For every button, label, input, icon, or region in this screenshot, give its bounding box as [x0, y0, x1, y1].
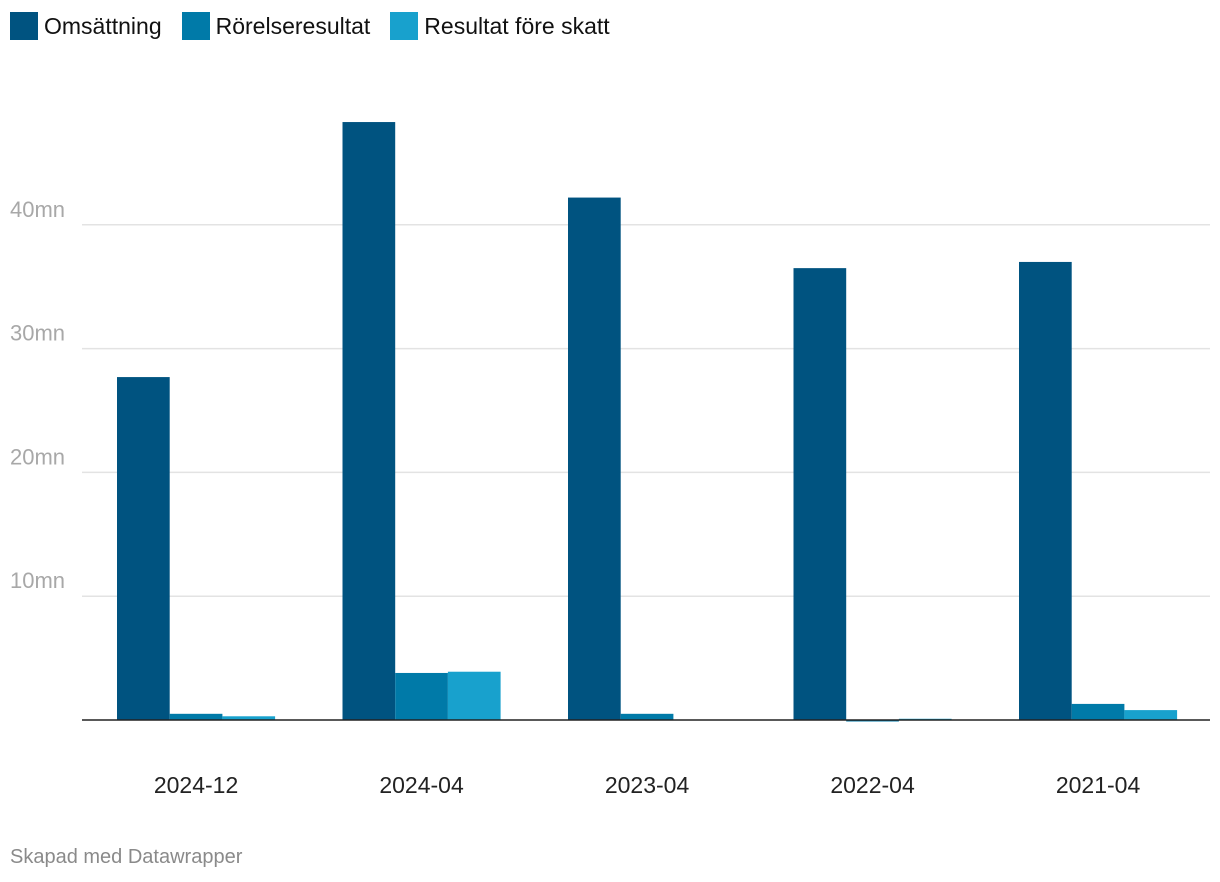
x-tick-label-2021-04: 2021-04: [1056, 772, 1141, 798]
y-tick-label-30: 30mn: [10, 321, 65, 346]
bar-2022-04-series-0: [793, 268, 847, 720]
legend-label-resultat-fore-skatt: Resultat före skatt: [424, 12, 610, 39]
legend-item-resultat-fore-skatt: Resultat före skatt: [390, 12, 610, 40]
x-tick-label-2024-04: 2024-04: [379, 772, 464, 798]
footer-credit: Skapad med Datawrapper: [10, 846, 243, 868]
y-tick-label-10: 10mn: [10, 568, 65, 593]
legend-swatch-omsattning: [10, 12, 38, 40]
legend-swatch-resultat-fore-skatt: [390, 12, 419, 40]
legend: Omsättning Rörelseresultat Resultat före…: [10, 12, 630, 40]
legend-label-omsattning: Omsättning: [44, 12, 162, 39]
y-tick-label-40: 40mn: [10, 197, 65, 222]
bar-2021-04-series-1: [1071, 703, 1125, 720]
legend-label-rorelseresultat: Rörelseresultat: [215, 12, 371, 39]
legend-item-omsattning: Omsättning: [10, 12, 162, 40]
legend-swatch-rorelseresultat: [181, 12, 210, 40]
x-tick-label-2023-04: 2023-04: [605, 772, 690, 798]
bar-2023-04-series-0: [568, 197, 621, 721]
bar-2021-04-series-0: [1019, 261, 1072, 720]
bar-2023-04-series-1: [620, 713, 674, 720]
x-tick-label-2024-12: 2024-12: [154, 772, 238, 798]
bar-2024-12-series-2: [222, 716, 276, 720]
bar-2024-04-series-0: [342, 122, 396, 720]
bar-2024-12-series-1: [169, 713, 223, 720]
bar-2021-04-series-2: [1124, 710, 1178, 720]
bar-2024-12-series-0: [117, 377, 170, 720]
bar-2024-04-series-2: [447, 671, 501, 720]
x-tick-label-2022-04: 2022-04: [830, 772, 915, 798]
legend-item-rorelseresultat: Rörelseresultat: [181, 12, 371, 40]
y-tick-label-20: 20mn: [10, 444, 65, 469]
bar-2024-04-series-1: [395, 672, 448, 720]
